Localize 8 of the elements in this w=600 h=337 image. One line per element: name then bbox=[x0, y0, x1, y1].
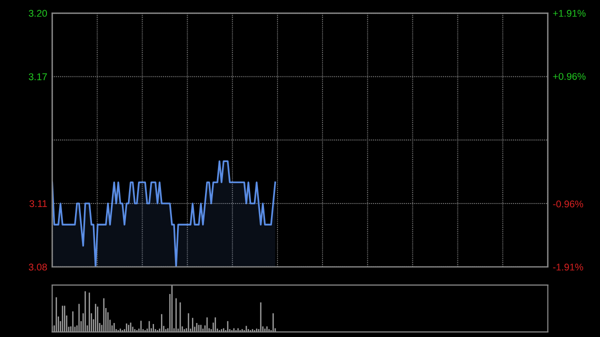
y2-tick-label: +1.91% bbox=[553, 10, 586, 17]
y-tick-label: 3.11 bbox=[30, 200, 47, 208]
y2-tick-label: +0.96% bbox=[553, 72, 586, 80]
y-tick-label: 3.20 bbox=[28, 10, 47, 17]
y2-tick-label: -1.91% bbox=[553, 264, 584, 271]
y-tick-label: 3.17 bbox=[28, 73, 47, 80]
y-tick-label: 3.08 bbox=[28, 264, 47, 271]
y2-tick-label: -0.96% bbox=[553, 200, 584, 208]
